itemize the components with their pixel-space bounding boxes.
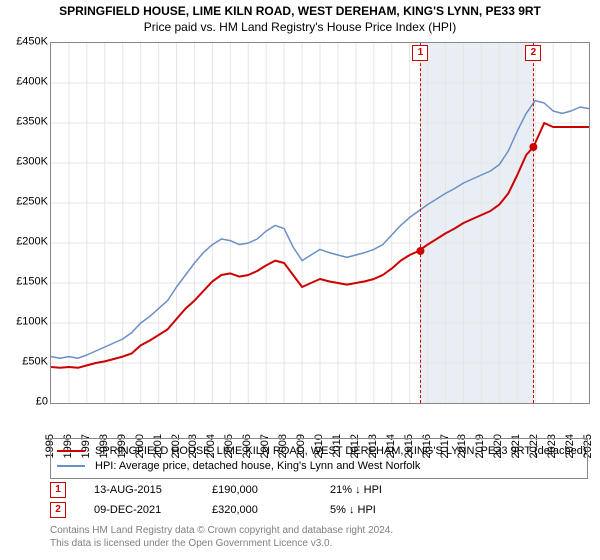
transaction-row: 2 09-DEC-2021 £320,000 5% ↓ HPI	[50, 500, 588, 520]
licence-line-2: This data is licensed under the Open Gov…	[50, 537, 588, 550]
y-tick-label: £350K	[2, 117, 48, 128]
legend-label-2: HPI: Average price, detached house, King…	[95, 459, 420, 473]
legend-item: HPI: Average price, detached house, King…	[57, 459, 581, 473]
licence-text: Contains HM Land Registry data © Crown c…	[50, 524, 588, 550]
y-tick-label: £50K	[2, 357, 48, 368]
transaction-marker-2: 2	[50, 502, 66, 518]
legend-item: SPRINGFIELD HOUSE, LIME KILN ROAD, WEST …	[57, 444, 581, 458]
transaction-price: £190,000	[212, 484, 302, 496]
y-tick-label: £0	[2, 397, 48, 408]
transaction-price: £320,000	[212, 504, 302, 516]
transaction-marker-1: 1	[50, 482, 66, 498]
chart-subtitle: Price paid vs. HM Land Registry's House …	[0, 20, 600, 34]
transaction-delta: 21% ↓ HPI	[330, 484, 420, 496]
legend-swatch-1	[57, 450, 85, 453]
transaction-table: 1 13-AUG-2015 £190,000 21% ↓ HPI 2 09-DE…	[50, 480, 588, 520]
chart-plot-area: 1 2	[50, 42, 590, 404]
y-tick-label: £400K	[2, 77, 48, 88]
marker-line-2	[533, 43, 534, 403]
plot-svg	[51, 43, 589, 403]
marker-line-1	[420, 43, 421, 403]
y-tick-label: £450K	[2, 37, 48, 48]
transaction-date: 13-AUG-2015	[94, 484, 184, 496]
licence-line-1: Contains HM Land Registry data © Crown c…	[50, 524, 588, 537]
legend-swatch-2	[57, 465, 85, 468]
marker-box-1: 1	[412, 45, 428, 61]
y-tick-label: £100K	[2, 317, 48, 328]
transaction-date: 09-DEC-2021	[94, 504, 184, 516]
y-tick-label: £300K	[2, 157, 48, 168]
chart-title: SPRINGFIELD HOUSE, LIME KILN ROAD, WEST …	[0, 4, 600, 18]
legend-label-1: SPRINGFIELD HOUSE, LIME KILN ROAD, WEST …	[95, 444, 587, 458]
transaction-delta: 5% ↓ HPI	[330, 504, 420, 516]
y-tick-label: £250K	[2, 197, 48, 208]
y-tick-label: £150K	[2, 277, 48, 288]
legend: SPRINGFIELD HOUSE, LIME KILN ROAD, WEST …	[50, 438, 588, 479]
transaction-row: 1 13-AUG-2015 £190,000 21% ↓ HPI	[50, 480, 588, 500]
y-tick-label: £200K	[2, 237, 48, 248]
marker-box-2: 2	[525, 45, 541, 61]
